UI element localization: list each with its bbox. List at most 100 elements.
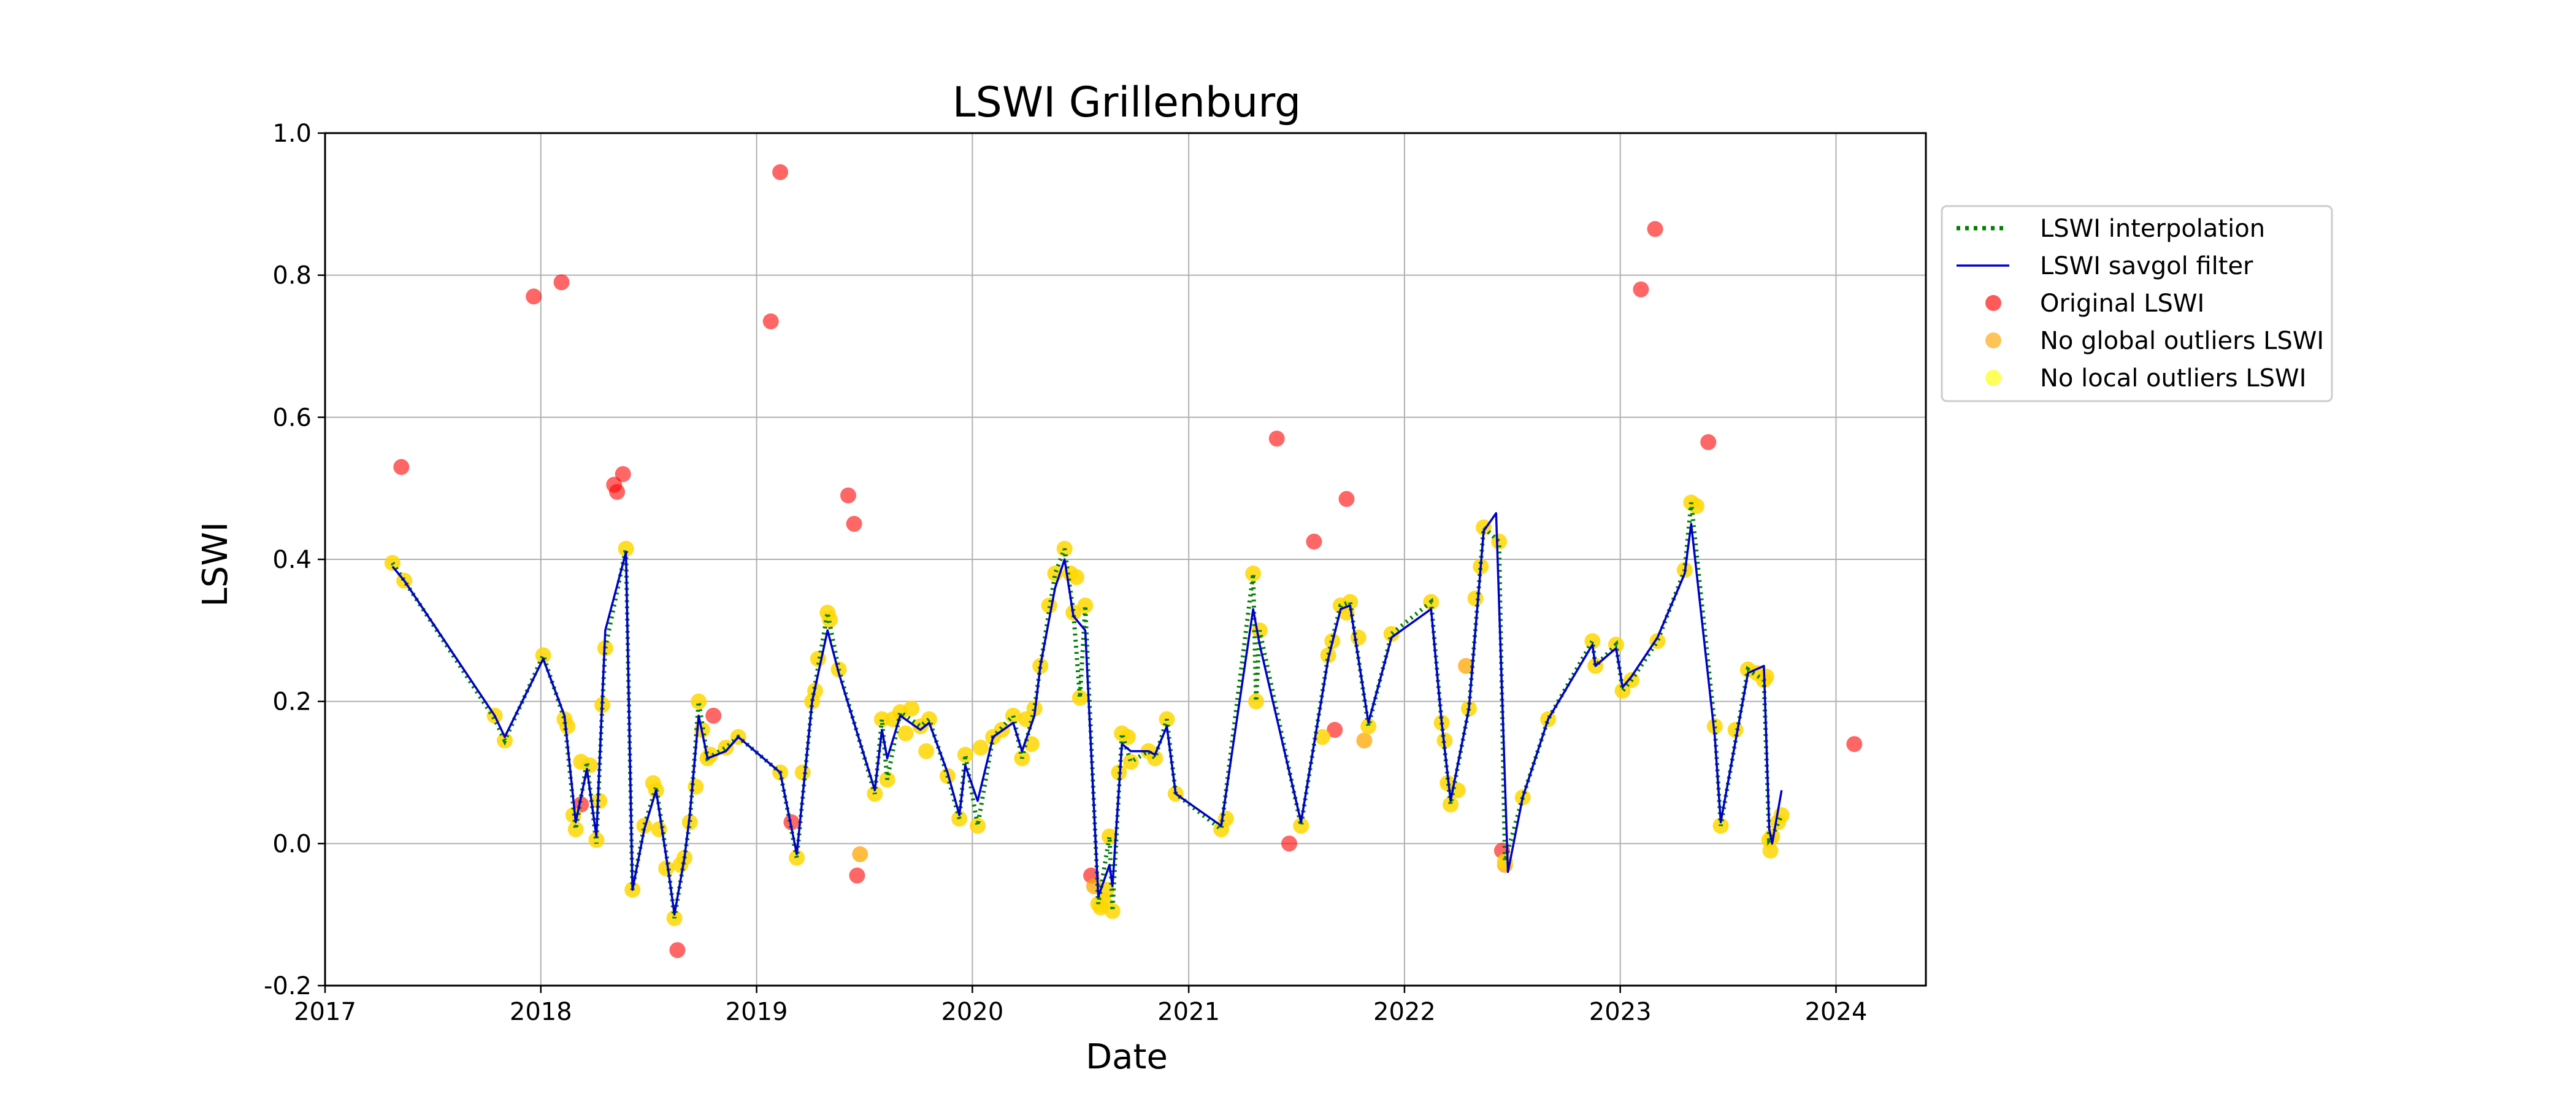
data-point [1314, 729, 1330, 745]
data-point [567, 821, 584, 838]
data-point [1068, 569, 1085, 585]
data-point [846, 516, 862, 532]
plot-area [384, 164, 1863, 959]
data-point [1101, 828, 1117, 845]
x-tick-label: 2023 [1589, 998, 1652, 1026]
data-point [553, 274, 570, 291]
data-point [852, 846, 868, 862]
data-point [1293, 818, 1309, 834]
data-point [772, 164, 789, 180]
x-tick-label: 2017 [294, 998, 356, 1026]
data-point [840, 487, 856, 504]
x-tick-label: 2022 [1373, 998, 1436, 1026]
data-point [1491, 534, 1508, 550]
y-tick-label: 0.6 [272, 404, 312, 432]
legend-box [1941, 205, 2333, 402]
data-point [609, 483, 626, 500]
data-point [1846, 736, 1863, 753]
data-point [1762, 842, 1779, 859]
legend-label: No local outliers LSWI [2040, 364, 2306, 393]
data-point [658, 860, 675, 876]
legend-swatch [1985, 332, 2001, 348]
data-point [789, 849, 805, 866]
data-point [903, 700, 920, 717]
savgol-line [391, 512, 1783, 916]
axis-layer: 2017 2018 2019 2020 2021 2022 2023 2024 -0.2 0.0 0… [264, 120, 1867, 1026]
data-point [705, 707, 722, 724]
data-point [1614, 683, 1631, 699]
x-tick-label: 2020 [941, 998, 1003, 1026]
legend-label: Original LSWI [2040, 289, 2204, 318]
legend-label: LSWI interpolation [2040, 215, 2265, 243]
data-point [762, 313, 779, 329]
data-point [688, 778, 704, 795]
data-point [1458, 657, 1474, 674]
data-point [1327, 722, 1343, 738]
data-point [588, 832, 605, 848]
data-point [1245, 565, 1262, 582]
data-point [1360, 718, 1377, 735]
data-point [1647, 221, 1663, 237]
data-point [535, 647, 551, 664]
x-tick-label: 2019 [726, 998, 788, 1026]
data-point [1383, 626, 1400, 642]
data-point [1306, 534, 1322, 550]
y-tick-label: 0.8 [272, 262, 312, 290]
data-point [1248, 693, 1265, 710]
data-point [1467, 590, 1484, 607]
data-point [651, 821, 667, 838]
x-tick-label: 2024 [1805, 998, 1868, 1026]
data-point [1071, 689, 1088, 706]
x-tick-label: 2021 [1157, 998, 1220, 1026]
data-point [1689, 498, 1705, 515]
data-point [1706, 718, 1723, 735]
data-point [1119, 729, 1136, 745]
x-axis-title: Date [1086, 1037, 1168, 1077]
legend-items: LSWI interpolation LSWI savgol filter Orig… [1957, 215, 2324, 393]
data-point [1338, 491, 1355, 507]
data-point [873, 711, 890, 727]
data-point [1700, 434, 1717, 450]
legend: LSWI interpolation LSWI savgol filter Orig… [1941, 205, 2333, 402]
y-axis-title: LSWI [196, 522, 236, 607]
data-point [1122, 754, 1139, 770]
data-point [921, 711, 938, 727]
data-point [1041, 597, 1057, 614]
data-point [794, 764, 811, 781]
data-point [526, 288, 542, 305]
data-point [897, 725, 914, 742]
data-point [618, 540, 634, 557]
legend-swatch [1985, 370, 2001, 386]
chart-title: LSWI Grillenburg [953, 79, 1301, 127]
data-point [970, 818, 986, 834]
data-point [559, 718, 576, 735]
data-point [822, 611, 838, 628]
y-tick-label: 0.4 [272, 546, 312, 574]
legend-label: LSWI savgol filter [2040, 252, 2253, 280]
data-point [1104, 903, 1121, 919]
legend-swatch [1985, 295, 2001, 311]
grid-layer [324, 132, 1926, 986]
data-point [1758, 669, 1774, 685]
data-point [849, 867, 865, 884]
data-point [615, 466, 631, 482]
data-point [669, 942, 686, 959]
x-tick-label: 2018 [510, 998, 572, 1026]
data-point [1443, 796, 1459, 813]
data-point [1147, 750, 1163, 767]
data-point [393, 459, 410, 475]
data-point [691, 693, 707, 710]
y-tick-label: 0.2 [272, 688, 312, 716]
y-tick-label: 0.0 [272, 830, 312, 858]
data-point [1281, 835, 1297, 852]
data-point [1350, 629, 1367, 646]
data-point [957, 746, 973, 763]
marker-layer [384, 164, 1863, 959]
data-point [1633, 281, 1649, 297]
data-point [1268, 431, 1285, 447]
y-tick-label: 1.0 [272, 120, 312, 148]
y-tick-label: -0.2 [264, 972, 312, 1000]
data-point [1584, 633, 1601, 650]
